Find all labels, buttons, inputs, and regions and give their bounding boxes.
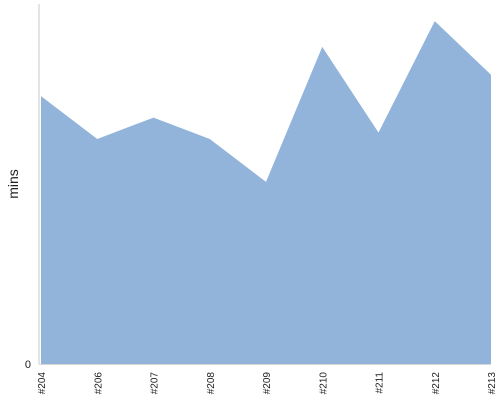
x-tick-label: #207: [150, 372, 161, 395]
x-tick-label: #213: [487, 372, 498, 395]
x-tick-label: #212: [431, 372, 442, 395]
plot-area: [39, 21, 491, 365]
area-series-0: [41, 21, 491, 364]
x-tick-label: #209: [262, 372, 273, 395]
x-tick-label: #206: [93, 372, 104, 395]
x-tick-label: #208: [206, 372, 217, 395]
y-tick-label: 0: [25, 359, 31, 371]
x-tick-label: #210: [318, 372, 329, 395]
x-tick-label: #211: [375, 372, 386, 394]
x-tick-label: #204: [37, 372, 48, 395]
y-axis-label: mins: [5, 169, 21, 199]
x-axis-ticks: #204 #206 #207 #208 #209 #210 #211 #212 #213: [37, 372, 498, 395]
y-axis-ticks: 0: [25, 359, 31, 371]
